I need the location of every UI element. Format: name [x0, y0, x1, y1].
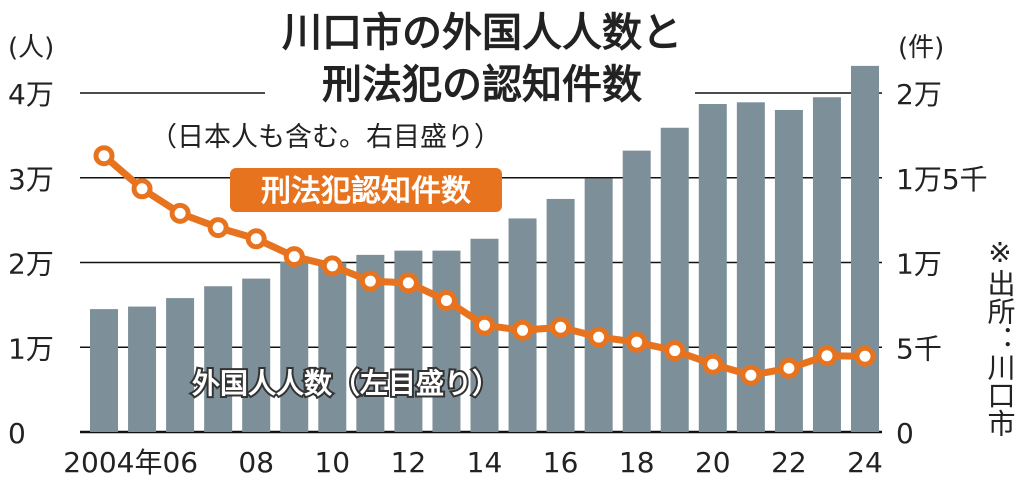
- x-tick-label: 20: [695, 446, 731, 479]
- x-tick-label: 14: [467, 446, 503, 479]
- x-tick-label: 22: [771, 446, 807, 479]
- bar-2006: [166, 298, 195, 432]
- bar-2013: [432, 250, 461, 432]
- x-tick-label: 24: [847, 446, 883, 479]
- chart-subtitle: （日本人も含む。右目盛り）: [150, 122, 501, 153]
- bar-series-label: 外国人人数（左目盛り）: [192, 367, 500, 400]
- bar-2010: [318, 262, 347, 432]
- bar-2019: [660, 127, 689, 432]
- left-tick-label: 4万: [8, 78, 54, 111]
- line-point-2009: [283, 246, 305, 268]
- line-point-2020: [702, 353, 724, 375]
- bar-2008: [242, 278, 271, 432]
- x-tick-label: 08: [238, 446, 274, 479]
- bars: [90, 65, 879, 433]
- x-tick-label: 12: [391, 446, 427, 479]
- line-point-2014: [474, 314, 495, 336]
- title-line2-bg: [265, 58, 695, 104]
- line-label-box: [230, 168, 502, 212]
- line-point-2016: [550, 316, 572, 338]
- left-tick-label: 1万: [8, 332, 54, 365]
- left-tick-label: 3万: [8, 163, 54, 196]
- line-point-2010: [321, 255, 343, 277]
- x-tick-label: 16: [543, 446, 579, 479]
- bar-2018: [622, 150, 651, 432]
- bar-2022: [774, 109, 803, 432]
- bar-2023: [812, 97, 841, 433]
- line-point-2017: [588, 326, 610, 348]
- line-point-2023: [816, 345, 838, 367]
- bar-2020: [698, 104, 727, 432]
- line-point-2011: [359, 270, 381, 292]
- right-tick-label: 5千: [896, 332, 942, 365]
- right-tick-label: 2万: [896, 78, 942, 111]
- line-point-2021: [740, 364, 762, 386]
- line-point-2012: [397, 272, 419, 294]
- left-axis-unit: (人): [8, 33, 54, 63]
- line-point-2013: [435, 289, 457, 311]
- line-point-2022: [778, 357, 800, 379]
- line-point-2005: [131, 178, 153, 200]
- bar-2005: [128, 306, 157, 432]
- line-point-2008: [245, 228, 267, 250]
- line-point-2015: [512, 319, 534, 341]
- line-point-2019: [664, 340, 686, 362]
- right-tick-label: 1万5千: [896, 163, 988, 196]
- line-series: [93, 145, 876, 386]
- source-note: ※出所：川口市: [984, 236, 1017, 437]
- line-point-2024: [854, 345, 876, 367]
- line-point-2006: [169, 202, 191, 224]
- bar-2024: [851, 65, 879, 432]
- x-tick-label: 10: [314, 446, 350, 479]
- bar-2009: [280, 261, 309, 432]
- line-point-2018: [626, 331, 648, 353]
- bar-2004: [90, 309, 118, 432]
- bar-2007: [204, 286, 233, 432]
- chart-title-line2: 刑法犯の認知件数: [322, 62, 642, 108]
- left-tick-label: 0: [8, 417, 26, 450]
- chart-title-line1: 川口市の外国人人数と: [282, 10, 682, 56]
- right-tick-label: 0: [896, 417, 914, 450]
- line-series-label: 刑法犯認知件数: [261, 174, 472, 209]
- x-tick-label: 2004年06: [63, 446, 198, 479]
- line-point-2007: [207, 217, 229, 239]
- line-point-2004: [93, 145, 115, 167]
- bar-2017: [584, 178, 613, 432]
- right-axis-unit: (件): [898, 33, 944, 63]
- bar-2016: [546, 198, 575, 432]
- x-tick-label: 18: [619, 446, 655, 479]
- axes: 0 1万 2万 3万 4万 0 5千 1万 1万5千 2万 2004年06 08 10 12 14 16 18 2…: [8, 78, 988, 479]
- right-tick-label: 1万: [896, 248, 942, 281]
- left-tick-label: 2万: [8, 248, 54, 281]
